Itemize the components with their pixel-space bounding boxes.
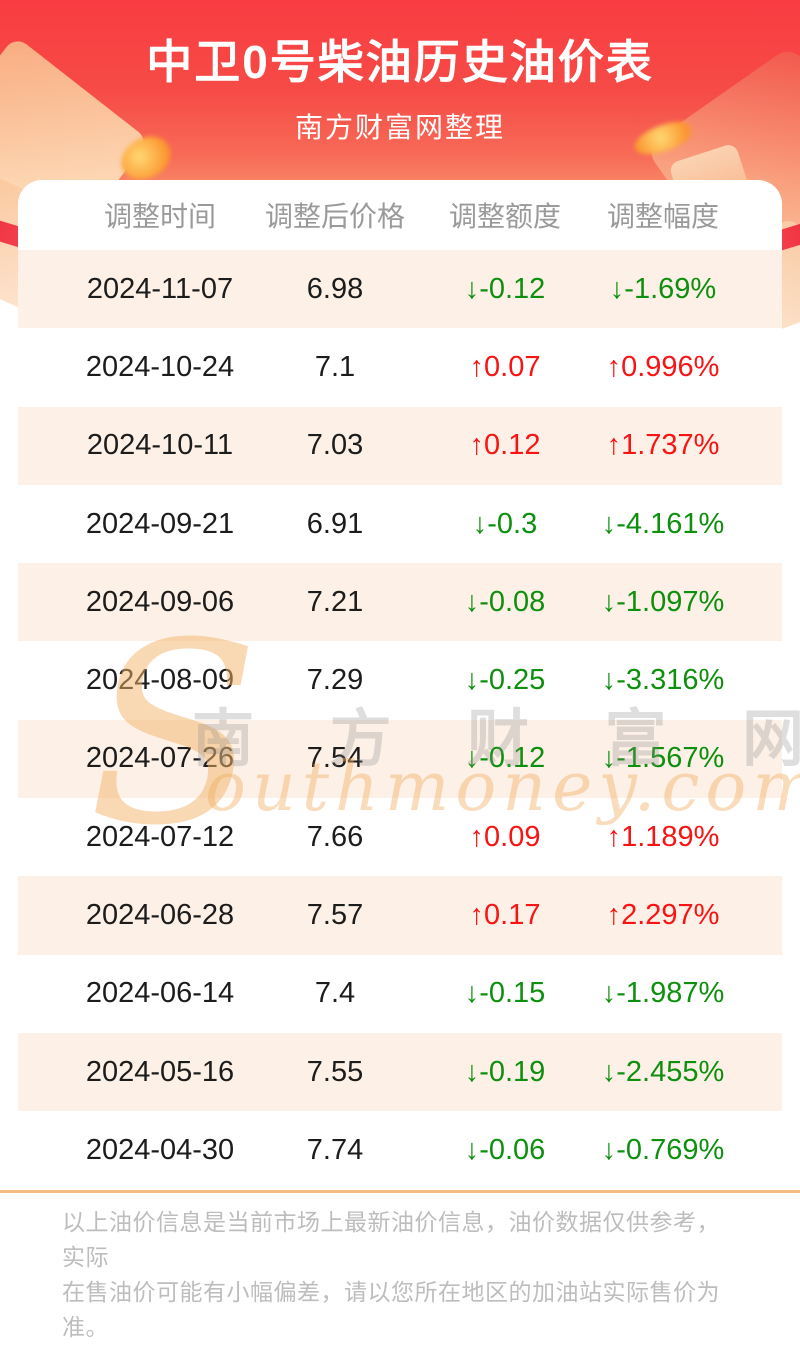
- cell-change: ↓-0.06: [464, 1133, 546, 1166]
- table-row: 2024-09-06 7.21 ↓-0.08 ↓-1.097%: [18, 563, 782, 642]
- table-row: 2024-10-24 7.1 ↑0.07 ↑0.996%: [18, 328, 782, 406]
- cell-price: 7.21: [306, 585, 364, 618]
- cell-price: 6.91: [306, 507, 364, 540]
- cell-date: 2024-10-11: [86, 429, 234, 462]
- cell-change: ↓-0.12: [464, 742, 546, 775]
- cell-price: 7.74: [306, 1133, 364, 1166]
- cell-change: ↑0.17: [469, 899, 541, 932]
- cell-price: 7.03: [306, 429, 364, 462]
- table-row: 2024-08-09 7.29 ↓-0.25 ↓-3.316%: [18, 641, 782, 719]
- table-row: 2024-09-21 6.91 ↓-0.3 ↓-4.161%: [18, 485, 782, 563]
- footer-disclaimer-line2: 在售油价可能有小幅偏差，请以您所在地区的加油站实际售价为准。: [62, 1279, 720, 1340]
- table-header-row: 调整时间 调整后价格 调整额度 调整幅度: [18, 180, 782, 250]
- table-row: 2024-04-30 7.74 ↓-0.06 ↓-0.769%: [18, 1111, 782, 1189]
- cell-date: 2024-06-28: [85, 899, 235, 932]
- cell-change: ↓-0.3: [472, 507, 538, 540]
- footer-divider: [0, 1190, 800, 1193]
- cell-price: 7.54: [306, 742, 364, 775]
- cell-rate: ↑1.737%: [606, 429, 720, 462]
- cell-change: ↓-0.15: [464, 977, 546, 1010]
- cell-change: ↓-0.12: [464, 272, 546, 305]
- cell-price: 7.57: [306, 899, 364, 932]
- table-row: 2024-07-26 7.54 ↓-0.12 ↓-1.567%: [18, 719, 782, 799]
- cell-date: 2024-10-24: [85, 350, 235, 383]
- column-header-price: 调整后价格: [264, 201, 405, 232]
- cell-change: ↓-0.19: [464, 1055, 546, 1088]
- cell-change: ↓-0.25: [464, 664, 546, 697]
- cell-rate: ↓-1.987%: [601, 977, 725, 1010]
- cell-rate: ↑0.996%: [606, 350, 720, 383]
- cell-rate: ↓-0.769%: [601, 1133, 725, 1166]
- table-row: 2024-11-07 6.98 ↓-0.12 ↓-1.69%: [18, 250, 782, 329]
- footer-disclaimer-line1: 以上油价信息是当前市场上最新油价信息，油价数据仅供参考，实际: [62, 1209, 720, 1270]
- cell-rate: ↑1.189%: [606, 820, 720, 853]
- page-title: 中卫0号柴油历史油价表: [146, 36, 654, 88]
- cell-date: 2024-04-30: [85, 1133, 235, 1166]
- cell-rate: ↓-1.567%: [601, 742, 725, 775]
- cell-change: ↓-0.08: [464, 585, 546, 618]
- cell-date: 2024-11-07: [86, 272, 234, 305]
- column-header-change: 调整额度: [448, 201, 561, 232]
- footer-disclaimer: 以上油价信息是当前市场上最新油价信息，油价数据仅供参考，实际 在售油价可能有小幅…: [62, 1205, 742, 1345]
- column-header-date: 调整时间: [103, 201, 216, 232]
- price-table: 调整时间 调整后价格 调整额度 调整幅度 2024-11-07 6.98 ↓-0…: [18, 180, 782, 1190]
- cell-price: 7.1: [314, 350, 356, 383]
- cell-date: 2024-06-14: [85, 977, 235, 1010]
- cell-date: 2024-07-12: [85, 820, 235, 853]
- page-subtitle: 南方财富网整理: [294, 112, 505, 143]
- table-body: 2024-11-07 6.98 ↓-0.12 ↓-1.69% 2024-10-2…: [18, 250, 782, 1190]
- table-row: 2024-05-16 7.55 ↓-0.19 ↓-2.455%: [18, 1032, 782, 1112]
- cell-rate: ↓-1.69%: [609, 272, 717, 305]
- cell-date: 2024-05-16: [85, 1055, 235, 1088]
- cell-change: ↑0.12: [469, 429, 541, 462]
- cell-change: ↑0.09: [469, 820, 541, 853]
- table-row: 2024-06-14 7.4 ↓-0.15 ↓-1.987%: [18, 955, 782, 1033]
- cell-price: 7.66: [306, 820, 364, 853]
- cell-price: 7.55: [306, 1055, 364, 1088]
- cell-rate: ↑2.297%: [606, 899, 720, 932]
- table-row: 2024-07-12 7.66 ↑0.09 ↑1.189%: [18, 798, 782, 876]
- cell-rate: ↓-2.455%: [601, 1055, 725, 1088]
- table-row: 2024-06-28 7.57 ↑0.17 ↑2.297%: [18, 876, 782, 955]
- cell-price: 7.4: [314, 977, 356, 1010]
- cell-price: 6.98: [306, 272, 364, 305]
- table-row: 2024-10-11 7.03 ↑0.12 ↑1.737%: [18, 406, 782, 485]
- cell-rate: ↓-1.097%: [601, 585, 725, 618]
- column-header-rate: 调整幅度: [606, 201, 719, 232]
- cell-date: 2024-09-06: [85, 585, 235, 618]
- cell-date: 2024-09-21: [85, 507, 235, 540]
- cell-rate: ↓-3.316%: [601, 664, 725, 697]
- cell-change: ↑0.07: [469, 350, 541, 383]
- cell-date: 2024-08-09: [85, 664, 235, 697]
- cell-date: 2024-07-26: [85, 742, 235, 775]
- cell-rate: ↓-4.161%: [601, 507, 725, 540]
- cell-price: 7.29: [306, 664, 364, 697]
